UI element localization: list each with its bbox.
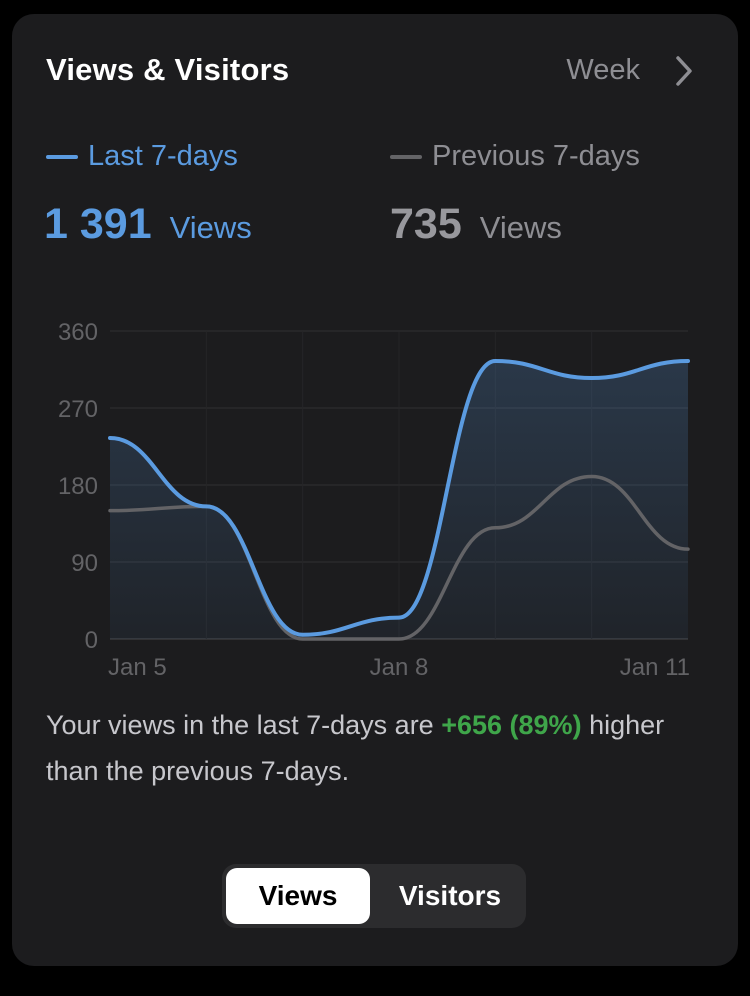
series-line-last-7-days [108,358,690,637]
y-tick-label: 90 [71,550,98,577]
summary-prefix: Your views in the last 7-days are [46,710,442,740]
previous-total-unit: Views [479,210,562,245]
legend-previous-label: Previous 7-days [432,140,640,172]
legend-current: Last 7-days [46,140,238,173]
current-total-value: 1 391 [44,200,152,248]
summary-suffix: higher than the previous 7-days. [46,710,665,786]
x-tick-label: Jan 5 [108,654,167,681]
views-visitors-card: Views & Visitors Week Last 7-days Previo… [12,14,738,966]
legend-current-swatch [46,154,78,159]
previous-total: 735 Views [390,200,562,249]
chevron-right-icon[interactable] [674,54,694,88]
summary-text: Your views in the last 7-days are +656 (… [46,702,716,794]
period-selector[interactable]: Week [566,54,640,86]
x-tick-label: Jan 8 [370,654,429,681]
y-tick-label: 180 [58,473,98,500]
legend-previous: Previous 7-days [390,140,640,173]
y-tick-label: 360 [58,319,98,346]
y-tick-label: 0 [85,627,98,654]
visitors-tab[interactable]: Visitors [398,880,502,911]
previous-total-value: 735 [390,200,462,248]
legend-current-label: Last 7-days [88,140,238,172]
y-tick-label: 270 [58,396,98,423]
views-tab[interactable]: Views [226,868,370,924]
series-area-last-7-days [110,360,688,639]
views-line-chart: 0 90 180 270 360 Jan 5 Jan 8 Jan 11 [58,319,690,681]
summary-delta: +656 (89%) [441,710,582,740]
x-tick-label: Jan 11 [620,654,690,681]
current-total: 1 391 Views [44,200,252,249]
views-visitors-toggle: Views Visitors [222,864,526,928]
card-title: Views & Visitors [46,52,290,87]
current-total-unit: Views [169,210,252,245]
legend-previous-swatch [390,154,422,159]
